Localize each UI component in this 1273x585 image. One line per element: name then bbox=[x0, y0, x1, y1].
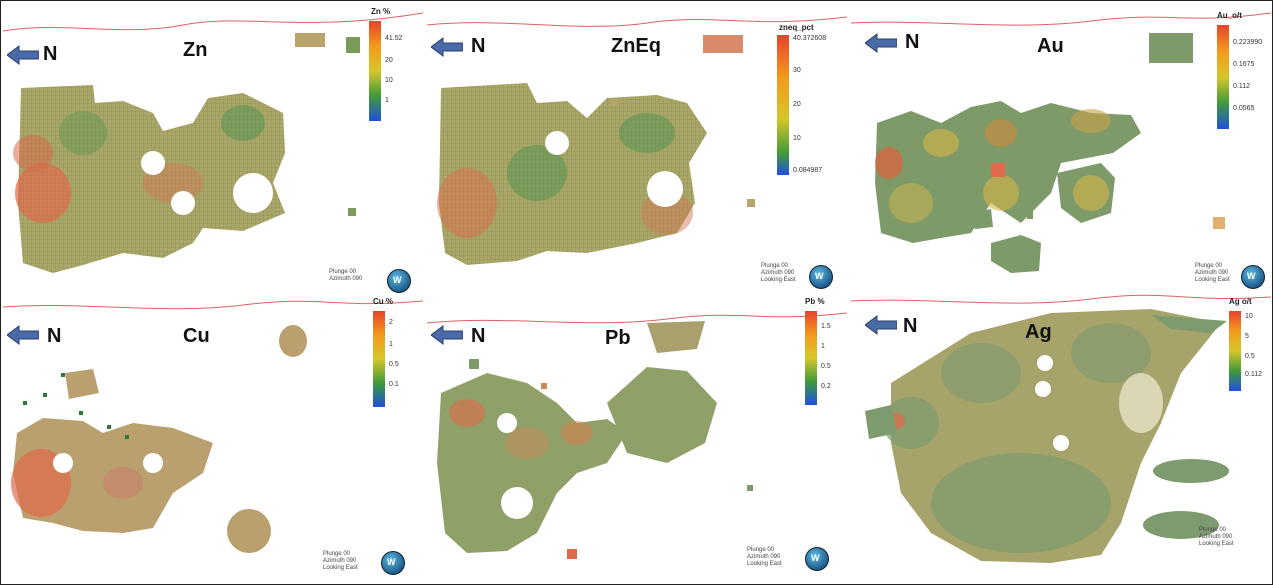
view-looking: Looking East bbox=[1195, 277, 1230, 283]
legend-tick: 10 bbox=[793, 135, 801, 142]
legend-tick: 1 bbox=[821, 343, 825, 350]
panel-title: Ag bbox=[1025, 321, 1052, 343]
map-ag bbox=[851, 294, 1271, 563]
legend-tick: 0.2 bbox=[821, 383, 831, 390]
view-plunge: Plunge 00 bbox=[761, 263, 789, 269]
company-logo-icon: W bbox=[381, 551, 405, 575]
map-zn bbox=[3, 12, 423, 273]
legend-tick: 0.223990 bbox=[1233, 39, 1263, 46]
legend-tick: 10 bbox=[385, 77, 393, 84]
panel-title: Pb bbox=[605, 327, 631, 349]
legend-tick: 40.372608 bbox=[793, 35, 827, 42]
view-plunge: Plunge 00 bbox=[747, 547, 775, 553]
north-label: N bbox=[471, 35, 486, 57]
panel-title: Zn bbox=[183, 39, 208, 61]
view-looking: Looking East bbox=[761, 277, 796, 283]
panel-au: N Au Au_o/t 0.223990 0.1675 0.112 0.0565… bbox=[851, 3, 1271, 293]
panel-pb: N Pb Pb % 1.5 1 0.5 0.2 Plunge 00 Azimut… bbox=[427, 293, 847, 583]
view-orientation: Plunge 00 Azimuth 090 Looking East bbox=[1195, 263, 1230, 284]
legend-tick: 20 bbox=[793, 101, 801, 108]
legend-tick: 1 bbox=[385, 97, 389, 104]
map-au bbox=[851, 12, 1271, 273]
panel-title: Au bbox=[1037, 35, 1064, 57]
panel-title: Cu bbox=[183, 325, 210, 347]
view-azimuth: Azimuth 090 bbox=[761, 270, 795, 276]
legend-tick: 20 bbox=[385, 57, 393, 64]
legend-tick: 0.5 bbox=[821, 363, 831, 370]
view-azimuth: Azimuth 090 bbox=[747, 554, 781, 560]
company-logo-icon: W bbox=[1241, 265, 1265, 289]
company-logo-icon: W bbox=[805, 547, 829, 571]
view-looking: Looking East bbox=[747, 561, 782, 567]
legend-tick: 0.084987 bbox=[793, 167, 823, 174]
legend-color-bar bbox=[777, 35, 789, 175]
company-logo-icon: W bbox=[809, 265, 833, 289]
view-orientation: Plunge 00 Azimuth 090 bbox=[329, 269, 362, 283]
view-plunge: Plunge 00 bbox=[323, 551, 351, 557]
legend-title: Ag o/t bbox=[1229, 297, 1252, 306]
panel-zn: N Zn Zn % 41.52 20 10 1 Plunge 00 Azimut… bbox=[3, 3, 423, 293]
view-orientation: Plunge 00 Azimuth 090 Looking East bbox=[747, 547, 782, 568]
legend-tick: 0.5 bbox=[389, 361, 399, 368]
legend-tick: 41.52 bbox=[385, 35, 403, 42]
legend-tick: 5 bbox=[1245, 333, 1249, 340]
legend-title: Au_o/t bbox=[1217, 11, 1242, 20]
view-orientation: Plunge 00 Azimuth 090 Looking East bbox=[1199, 527, 1234, 548]
legend-tick: 0.0565 bbox=[1233, 105, 1255, 112]
legend-title: Cu % bbox=[373, 297, 393, 306]
north-label: N bbox=[903, 315, 918, 337]
legend-tick: 0.112 bbox=[1245, 371, 1262, 378]
legend-title: zneq_pct bbox=[779, 23, 814, 32]
legend-color-bar bbox=[1229, 311, 1241, 391]
legend-title: Pb % bbox=[805, 297, 825, 306]
legend-tick: 10 bbox=[1245, 313, 1253, 320]
north-arrow-icon bbox=[431, 37, 463, 57]
map-zneq bbox=[427, 16, 847, 265]
legend-color-bar bbox=[805, 311, 817, 405]
legend-tick: 2 bbox=[389, 319, 393, 326]
legend-tick: 1 bbox=[389, 341, 393, 348]
panel-title: ZnEq bbox=[611, 35, 661, 57]
view-looking: Looking East bbox=[1199, 541, 1234, 547]
legend-tick: 30 bbox=[793, 67, 801, 74]
legend-tick: 0.1675 bbox=[1233, 61, 1255, 68]
company-logo-icon: W bbox=[387, 269, 411, 293]
view-azimuth: Azimuth 090 bbox=[323, 558, 357, 564]
legend-tick: 0.5 bbox=[1245, 353, 1255, 360]
view-plunge: Plunge 00 bbox=[1195, 263, 1223, 269]
view-looking: Looking East bbox=[323, 565, 358, 571]
north-arrow-icon bbox=[431, 325, 463, 345]
north-arrow-icon bbox=[865, 33, 897, 53]
north-label: N bbox=[47, 325, 62, 347]
view-plunge: Plunge 00 bbox=[329, 269, 357, 275]
map-pb bbox=[427, 312, 847, 559]
panel-ag: N Ag Ag o/t 10 5 0.5 0.112 Plunge 00 Azi… bbox=[851, 293, 1271, 583]
north-label: N bbox=[471, 325, 486, 347]
panel-zneq: N ZnEq zneq_pct 40.372608 30 20 10 0.084… bbox=[427, 3, 847, 293]
north-arrow-icon bbox=[7, 325, 39, 345]
north-arrow-icon bbox=[865, 315, 897, 335]
north-label: N bbox=[905, 31, 920, 53]
legend-tick: 1.5 bbox=[821, 323, 831, 330]
view-plunge: Plunge 00 bbox=[1199, 527, 1227, 533]
map-cu bbox=[3, 300, 423, 553]
legend-title: Zn % bbox=[371, 7, 391, 16]
view-orientation: Plunge 00 Azimuth 090 Looking East bbox=[761, 263, 796, 284]
legend-color-bar bbox=[373, 311, 385, 407]
view-azimuth: Azimuth 090 bbox=[329, 276, 363, 282]
legend-tick: 0.1 bbox=[389, 381, 399, 388]
panel-cu: N Cu Cu % 2 1 0.5 0.1 Plunge 00 Azimuth … bbox=[3, 293, 423, 583]
legend-color-bar bbox=[369, 21, 381, 121]
north-arrow-icon bbox=[7, 45, 39, 65]
north-label: N bbox=[43, 43, 58, 65]
view-azimuth: Azimuth 090 bbox=[1199, 534, 1233, 540]
legend-tick: 0.112 bbox=[1233, 83, 1250, 90]
view-azimuth: Azimuth 090 bbox=[1195, 270, 1229, 276]
view-orientation: Plunge 00 Azimuth 090 Looking East bbox=[323, 551, 358, 572]
legend-color-bar bbox=[1217, 25, 1229, 129]
